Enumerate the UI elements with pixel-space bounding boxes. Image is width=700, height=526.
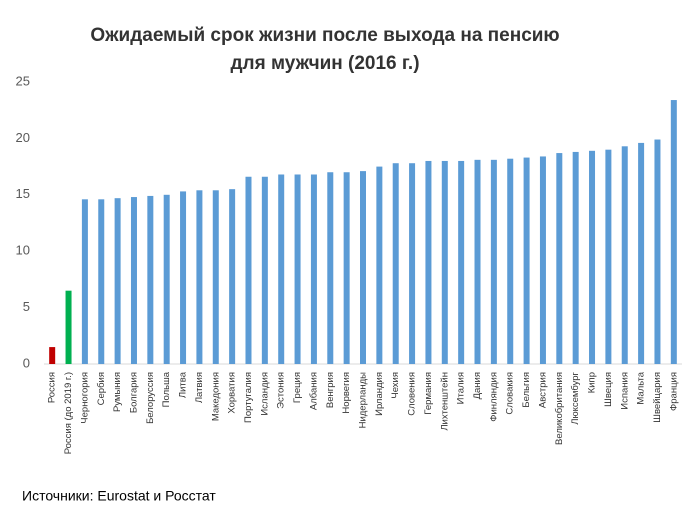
bar xyxy=(310,174,317,364)
x-tick-label: Ирландия xyxy=(374,372,385,416)
x-tick-label: Нидерланды xyxy=(358,372,369,429)
bar xyxy=(474,159,481,364)
chart-title: для мужчин (2016 г.) xyxy=(230,53,419,74)
y-tick-label: 20 xyxy=(16,130,30,145)
bar xyxy=(147,195,154,364)
x-tick-label: Польша xyxy=(161,371,172,407)
x-tick-label: Бельгия xyxy=(521,372,532,408)
bar xyxy=(294,174,301,364)
bar xyxy=(376,166,383,364)
x-tick-label: Болгария xyxy=(128,372,139,413)
x-tick-label: Эстония xyxy=(276,372,287,409)
bar xyxy=(539,156,546,364)
bar xyxy=(392,163,399,364)
bar xyxy=(212,190,219,364)
bar xyxy=(245,176,252,364)
bar xyxy=(572,151,579,364)
x-tick-label: Россия xyxy=(47,372,58,403)
bar xyxy=(49,347,56,364)
x-tick-label: Румыния xyxy=(112,372,123,412)
bar xyxy=(507,158,514,364)
bar xyxy=(343,172,350,364)
x-tick-label: Франция xyxy=(668,372,679,411)
x-tick-label: Кипр xyxy=(587,372,598,393)
x-tick-label: Словения xyxy=(407,372,418,416)
x-tick-label: Черногория xyxy=(79,372,90,424)
bar xyxy=(621,146,628,364)
bar xyxy=(81,199,88,364)
x-tick-label: Швеция xyxy=(603,372,614,407)
x-tick-label: Греция xyxy=(292,372,303,403)
x-tick-label: Мальта xyxy=(636,371,647,404)
x-tick-label: Швейцария xyxy=(652,372,663,423)
x-tick-label: Белоруссия xyxy=(145,372,156,424)
x-tick-label: Латвия xyxy=(194,372,205,403)
bar xyxy=(98,199,105,364)
bar xyxy=(638,142,645,364)
bar xyxy=(490,159,497,364)
bar xyxy=(523,157,530,364)
y-tick-label: 25 xyxy=(16,73,30,88)
bar xyxy=(556,153,563,364)
bar xyxy=(670,100,677,364)
x-tick-label: Дания xyxy=(472,372,483,399)
y-tick-label: 15 xyxy=(16,186,30,201)
bar xyxy=(605,149,612,364)
x-tick-label: Лихтенштейн xyxy=(439,372,450,431)
x-tick-label: Люксембург xyxy=(570,371,581,424)
x-tick-label: Чехия xyxy=(390,372,401,399)
bar xyxy=(163,194,170,364)
x-tick-label: Македония xyxy=(210,372,221,421)
bar xyxy=(327,172,334,364)
bar xyxy=(114,198,121,364)
bar xyxy=(425,160,432,364)
y-tick-label: 0 xyxy=(23,355,30,370)
x-tick-label: Германия xyxy=(423,372,434,415)
y-tick-label: 10 xyxy=(16,243,30,258)
y-tick-label: 5 xyxy=(23,299,30,314)
bar xyxy=(180,191,187,364)
bar xyxy=(196,190,203,364)
x-tick-label: Литва xyxy=(178,371,189,398)
bar xyxy=(654,139,661,364)
bar xyxy=(278,174,285,364)
x-tick-label: Исландия xyxy=(259,372,270,416)
x-tick-label: Норвегия xyxy=(341,372,352,414)
x-tick-label: Албания xyxy=(308,372,319,410)
chart-title: Ожидаемый срок жизни после выхода на пен… xyxy=(90,25,559,46)
x-tick-label: Финляндия xyxy=(488,372,499,422)
bar xyxy=(261,176,268,364)
x-tick-label: Хорватия xyxy=(227,372,238,414)
x-tick-label: Австрия xyxy=(537,372,548,408)
bar xyxy=(65,290,72,364)
x-tick-label: Италия xyxy=(456,372,467,404)
bar xyxy=(360,171,366,364)
source: Источники: Eurostat и Росстат xyxy=(22,488,216,504)
bar xyxy=(458,160,465,364)
bar xyxy=(589,150,596,364)
bar xyxy=(229,189,236,364)
x-tick-label: Словакия xyxy=(505,372,516,415)
x-tick-label: Великобритания xyxy=(554,372,565,445)
x-tick-label: Испания xyxy=(619,372,630,410)
bar xyxy=(409,163,416,364)
bar xyxy=(441,160,448,364)
x-tick-label: Венгрия xyxy=(325,372,336,408)
x-tick-label: Россия (до 2019 г.) xyxy=(63,372,74,454)
bar xyxy=(130,197,137,364)
x-tick-label: Португалия xyxy=(243,372,254,423)
x-tick-label: Сербия xyxy=(96,372,107,405)
